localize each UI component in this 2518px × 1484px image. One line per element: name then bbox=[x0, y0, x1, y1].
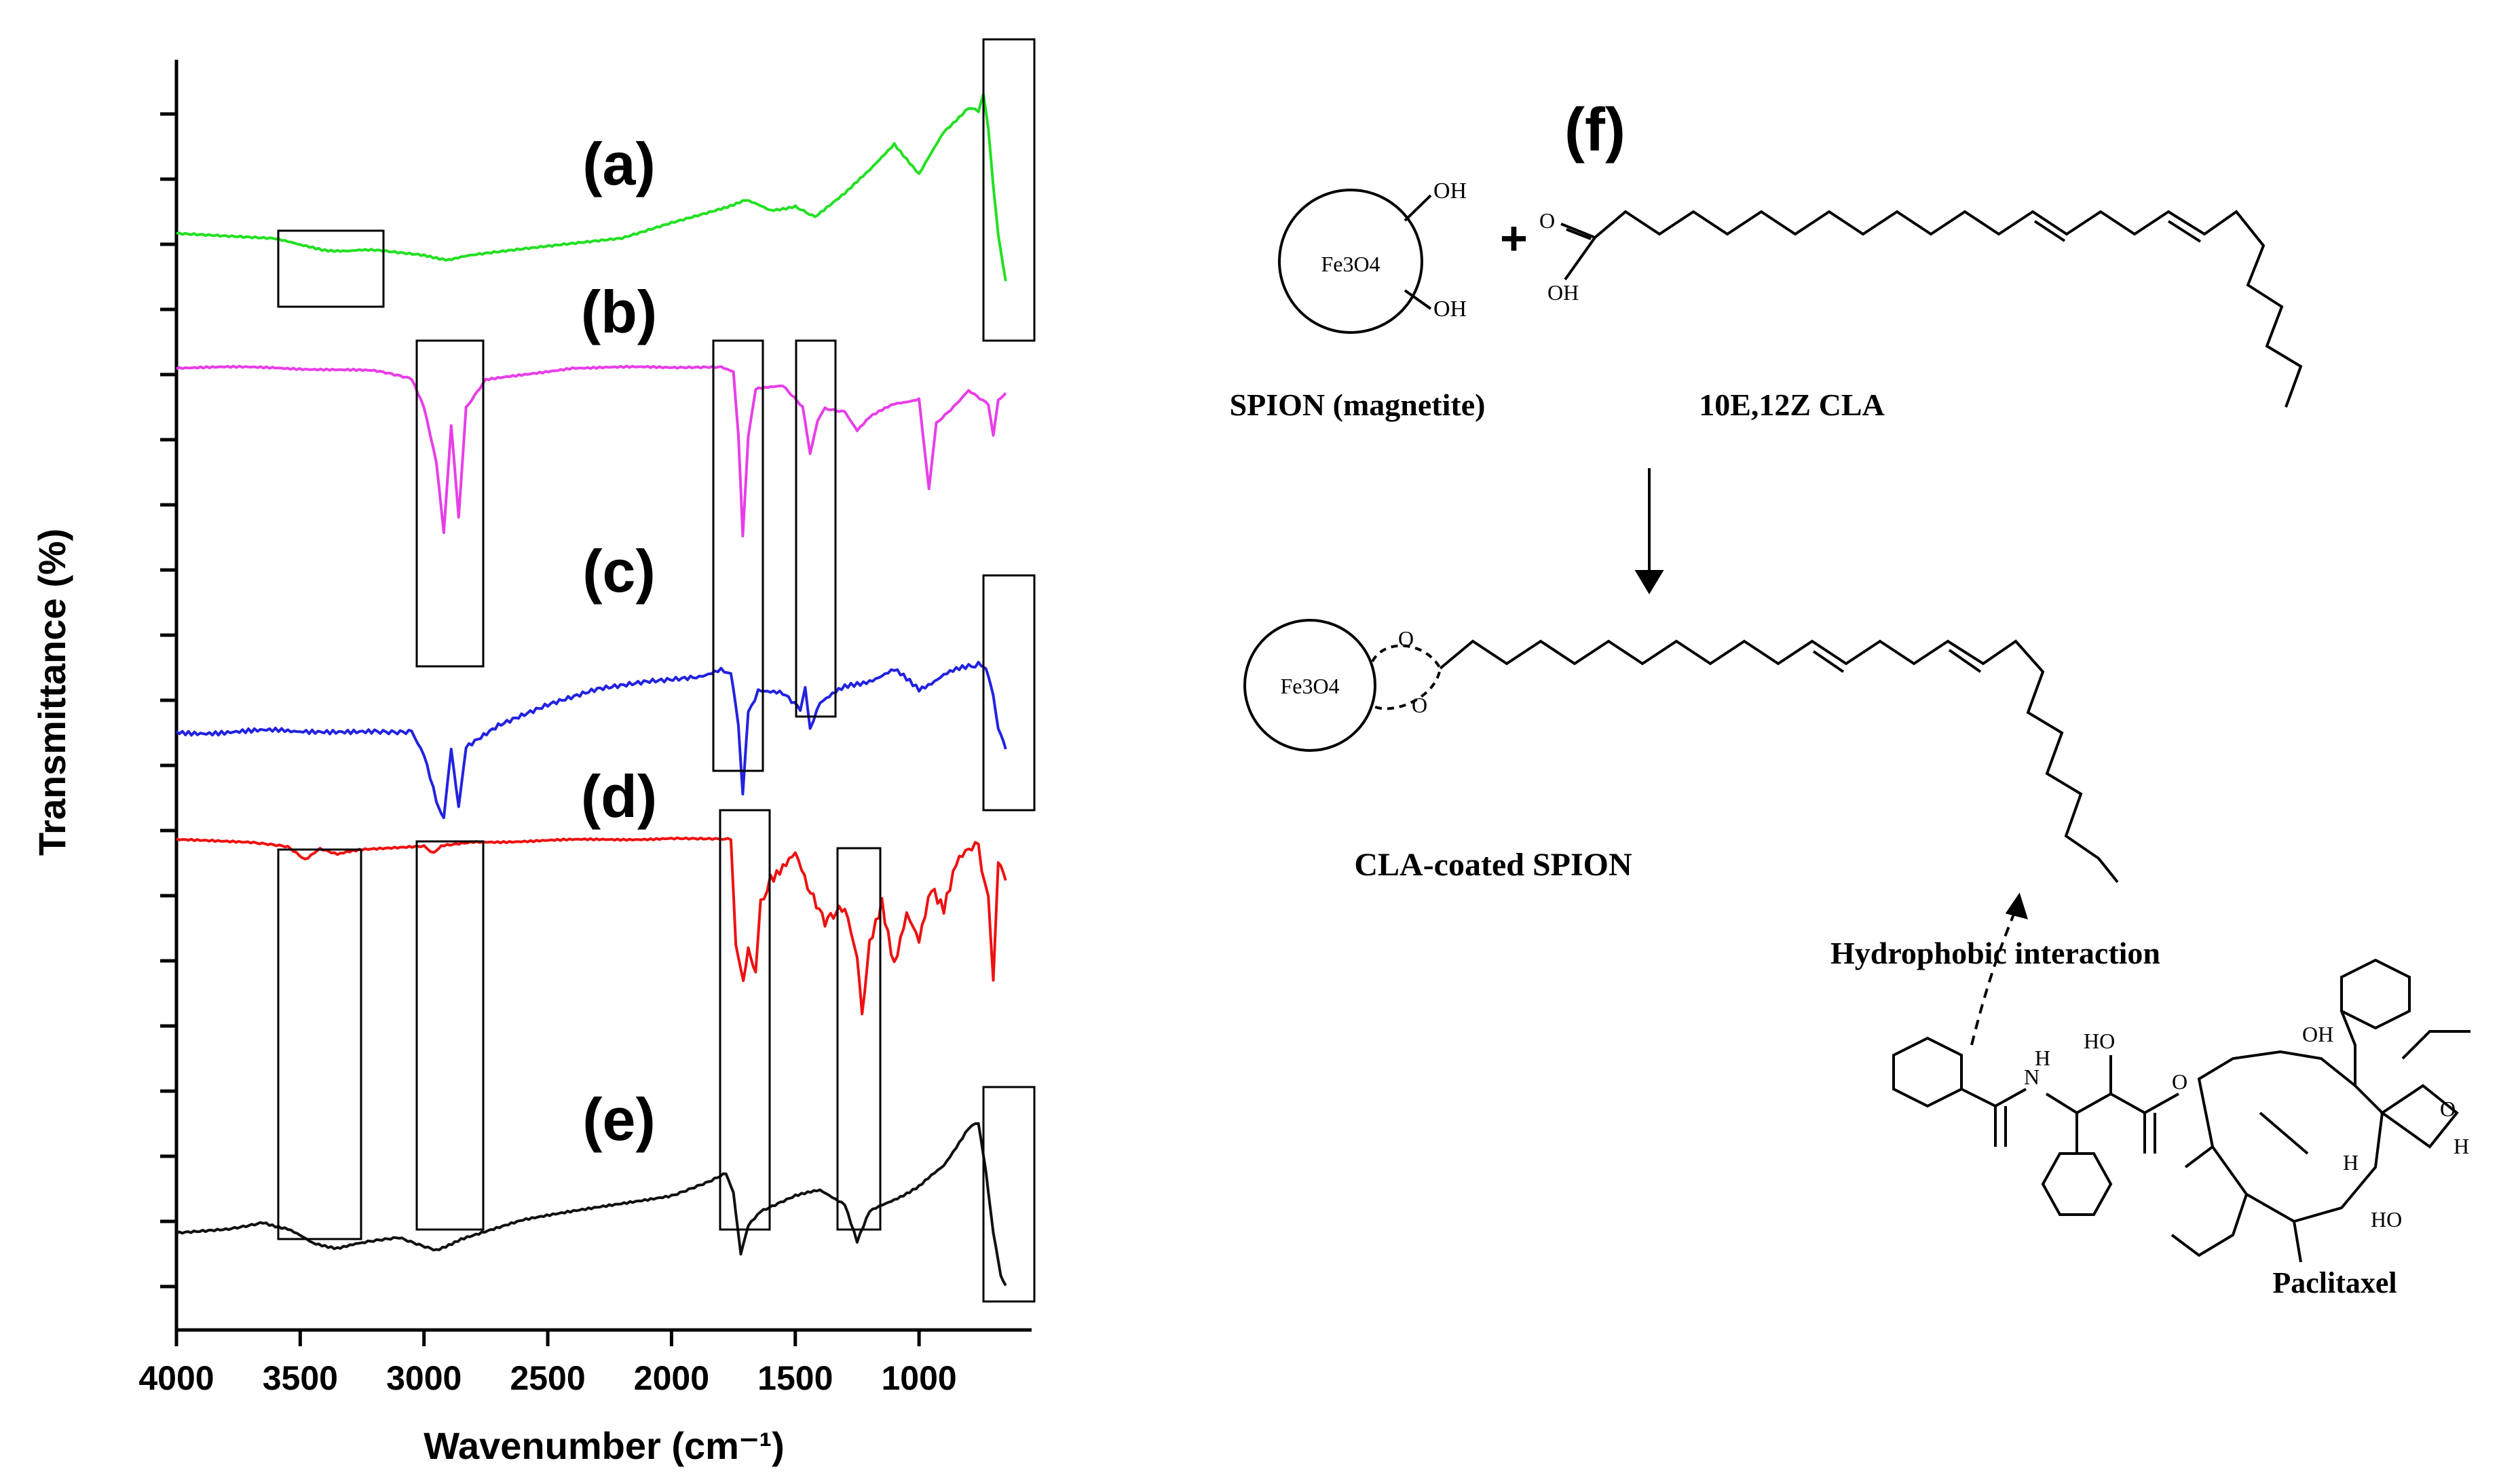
cla-chain bbox=[1560, 210, 2303, 408]
box-de-1240 bbox=[836, 847, 882, 1231]
interaction-caption: Hydrophobic interaction bbox=[1830, 936, 2160, 970]
side-chain bbox=[2045, 1055, 2145, 1154]
acetate-bottom bbox=[2171, 1194, 2248, 1257]
core-h: H bbox=[2343, 1150, 2359, 1175]
interaction-arrow-shaft bbox=[1970, 909, 2017, 1046]
x-tick-label: 2000 bbox=[634, 1359, 709, 1397]
paclitaxel-caption: Paclitaxel bbox=[2272, 1266, 2397, 1299]
carboxylate-chelate bbox=[1371, 644, 1442, 710]
series-line-e bbox=[176, 1122, 1007, 1287]
label-d: (d) bbox=[581, 763, 657, 830]
coated-spion-particle bbox=[1243, 619, 1376, 752]
box-bc-2900 bbox=[415, 339, 485, 668]
chemistry-scheme: (f) Fe3O4 OH OH + O OH SPION (magnetite)… bbox=[1230, 96, 2470, 1299]
ftir-chart: 4000 3500 3000 2500 2000 1500 1000 (a) (b) (c)… bbox=[31, 38, 1036, 1467]
paclitaxel-structure: N H HO O OH O H HO H bbox=[1892, 958, 2470, 1263]
label-c: (c) bbox=[582, 537, 656, 605]
box-e-700 bbox=[982, 1086, 1036, 1303]
cla-co-double bbox=[1566, 228, 1592, 240]
reaction-arrow-head bbox=[1634, 570, 1664, 594]
series-line-c bbox=[175, 660, 1007, 820]
fe3o4-label-2: Fe3O4 bbox=[1280, 674, 1339, 698]
spion-particle bbox=[1278, 189, 1423, 334]
cla-carbonyl-o: O bbox=[1539, 208, 1555, 233]
box-de-1710 bbox=[719, 809, 771, 1231]
x-tick-label: 1000 bbox=[882, 1359, 957, 1397]
oh-text-2: OH bbox=[1433, 297, 1467, 322]
core-oh: OH bbox=[2302, 1022, 2333, 1046]
oh-bond-1 bbox=[1404, 194, 1432, 222]
label-e: (e) bbox=[582, 1086, 656, 1153]
series-line-d bbox=[176, 836, 1007, 1016]
ester-o: O bbox=[2172, 1069, 2187, 1094]
y-axis-title: Transmittance (%) bbox=[31, 529, 73, 856]
x-tick-label: 1500 bbox=[757, 1359, 833, 1397]
spectra-series bbox=[175, 92, 1007, 1287]
amide-h: H bbox=[2035, 1046, 2050, 1070]
box-a-3500 bbox=[277, 229, 385, 308]
box-bc-1450 bbox=[795, 339, 837, 718]
cla-caption: 10E,12Z CLA bbox=[1699, 387, 1884, 422]
coated-caption: CLA-coated SPION bbox=[1354, 847, 1632, 883]
spion-caption: SPION (magnetite) bbox=[1230, 387, 1486, 422]
oh-bond-2 bbox=[1404, 289, 1432, 310]
cla-double-bonds bbox=[2033, 220, 2202, 243]
highlight-boxes bbox=[277, 38, 1036, 1303]
x-axis-title: Wavenumber (cm⁻¹) bbox=[424, 1424, 785, 1467]
benzamide-ring bbox=[1892, 1036, 1963, 1108]
amide-n: N bbox=[2024, 1065, 2040, 1089]
x-tick-marks: 4000 3500 3000 2500 2000 1500 1000 bbox=[138, 1330, 957, 1397]
benzoate-link bbox=[2340, 1010, 2356, 1086]
taxane-core bbox=[2197, 1050, 2384, 1223]
coated-cla-chain bbox=[1439, 639, 2119, 883]
label-f: (f) bbox=[1564, 96, 1626, 164]
coated-double-bonds bbox=[1812, 649, 1982, 673]
label-b: (b) bbox=[581, 278, 657, 345]
interaction-arrow-head bbox=[2005, 892, 2028, 919]
label-a: (a) bbox=[582, 130, 656, 197]
series-line-a bbox=[176, 92, 1007, 282]
box-bc-1710 bbox=[712, 339, 764, 772]
y-tick-marks bbox=[160, 112, 176, 1289]
x-tick-label: 3000 bbox=[386, 1359, 462, 1397]
oxetane-h: H bbox=[2454, 1134, 2469, 1158]
acetate-top bbox=[2401, 1030, 2470, 1060]
cla-hydroxyl-oh: OH bbox=[1547, 280, 1579, 305]
series-line-b bbox=[176, 364, 1007, 537]
ester-link bbox=[2143, 1092, 2179, 1154]
carboxylate-o-1: O bbox=[1398, 626, 1414, 651]
oh-text-1: OH bbox=[1433, 178, 1467, 204]
x-tick-label: 2500 bbox=[510, 1359, 585, 1397]
box-de-3450 bbox=[277, 848, 362, 1240]
x-tick-label: 3500 bbox=[263, 1359, 338, 1397]
box-de-2900 bbox=[415, 840, 485, 1231]
oxetane-o: O bbox=[2440, 1097, 2456, 1121]
fe3o4-label-1: Fe3O4 bbox=[1321, 252, 1380, 276]
side-chain-ho: HO bbox=[2084, 1029, 2115, 1053]
carboxylate-o-2: O bbox=[1412, 693, 1427, 717]
benzamide-carbonyl bbox=[1961, 1088, 2027, 1147]
plus-sign: + bbox=[1500, 212, 1528, 265]
core-substituents bbox=[2184, 1111, 2309, 1263]
phenyl-ring bbox=[2041, 1152, 2113, 1216]
box-a-700 bbox=[982, 38, 1036, 342]
core-ho: HO bbox=[2371, 1207, 2402, 1232]
oxetane-ring bbox=[2380, 1084, 2459, 1149]
benzoate-ring bbox=[2340, 958, 2411, 1030]
box-c-700 bbox=[982, 574, 1036, 812]
x-tick-label: 4000 bbox=[138, 1359, 214, 1397]
